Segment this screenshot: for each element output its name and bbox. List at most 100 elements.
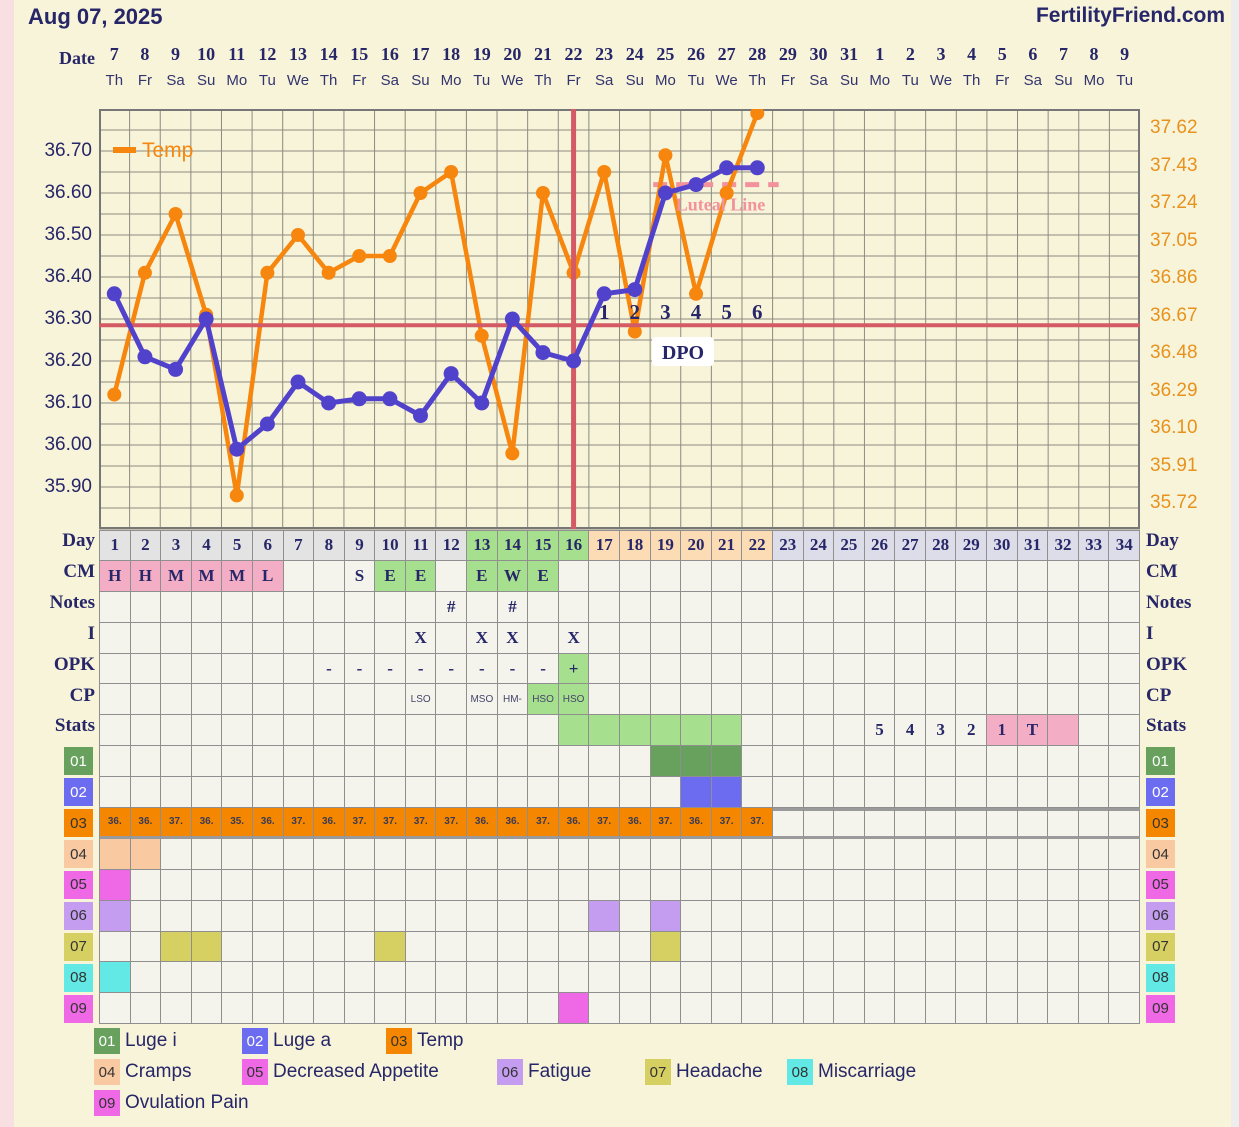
cell-07-day3[interactable] — [161, 931, 192, 963]
cell-04-day27[interactable] — [895, 838, 926, 870]
cell-stats-day11[interactable] — [405, 715, 437, 747]
cell-09-day4[interactable] — [191, 993, 223, 1025]
cell-i-day22[interactable] — [742, 622, 773, 654]
cell-03-day34[interactable] — [1109, 808, 1140, 839]
cell-cm-day2[interactable]: H — [130, 560, 162, 592]
cell-01-day19[interactable] — [650, 746, 682, 778]
cell-08-day31[interactable] — [1017, 962, 1049, 994]
cell-09-day3[interactable] — [161, 993, 192, 1025]
cell-04-day6[interactable] — [252, 838, 284, 870]
cell-08-day6[interactable] — [252, 962, 284, 994]
cell-04-day34[interactable] — [1109, 838, 1140, 870]
cell-cp-day2[interactable] — [130, 684, 162, 716]
cell-01-day9[interactable] — [344, 746, 376, 778]
cell-opk-day12[interactable]: - — [436, 653, 468, 685]
cell-09-day34[interactable] — [1109, 993, 1140, 1025]
cell-09-day17[interactable] — [589, 993, 620, 1025]
cell-09-day22[interactable] — [742, 993, 773, 1025]
cell-08-day3[interactable] — [161, 962, 192, 994]
cell-08-day10[interactable] — [375, 962, 406, 994]
cell-notes-day17[interactable] — [589, 591, 620, 623]
cell-opk-day17[interactable] — [589, 653, 620, 685]
cell-07-day23[interactable] — [772, 931, 804, 963]
cell-04-day15[interactable] — [528, 838, 559, 870]
cell-03-day21[interactable]: 37. — [711, 808, 743, 839]
site-logo-link[interactable]: FertilityFriend.com — [1035, 4, 1225, 27]
cell-05-day25[interactable] — [834, 869, 865, 901]
cell-cm-day26[interactable] — [864, 560, 896, 592]
cell-03-day20[interactable]: 36. — [681, 808, 712, 839]
cell-notes-day15[interactable] — [528, 591, 559, 623]
cell-09-day31[interactable] — [1017, 993, 1049, 1025]
cell-stats-day10[interactable] — [375, 715, 406, 747]
cell-day-day5[interactable]: 5 — [222, 531, 253, 561]
cell-notes-day33[interactable] — [1078, 591, 1110, 623]
cell-02-day28[interactable] — [925, 777, 957, 809]
cell-06-day27[interactable] — [895, 900, 926, 932]
cell-08-day12[interactable] — [436, 962, 468, 994]
cell-cp-day8[interactable] — [314, 684, 345, 716]
cell-day-day10[interactable]: 10 — [375, 531, 406, 561]
cell-notes-day25[interactable] — [834, 591, 865, 623]
cell-cp-day6[interactable] — [252, 684, 284, 716]
cell-notes-day7[interactable] — [283, 591, 315, 623]
cell-09-day25[interactable] — [834, 993, 865, 1025]
cell-06-day1[interactable] — [100, 900, 131, 932]
cell-day-day32[interactable]: 32 — [1048, 531, 1079, 561]
cell-01-day25[interactable] — [834, 746, 865, 778]
cell-notes-day32[interactable] — [1048, 591, 1079, 623]
cell-cm-day10[interactable]: E — [375, 560, 406, 592]
cell-opk-day15[interactable]: - — [528, 653, 559, 685]
cell-day-day33[interactable]: 33 — [1078, 531, 1110, 561]
cell-09-day13[interactable] — [467, 993, 498, 1025]
cell-notes-day31[interactable] — [1017, 591, 1049, 623]
cell-06-day25[interactable] — [834, 900, 865, 932]
cell-09-day11[interactable] — [405, 993, 437, 1025]
cell-06-day26[interactable] — [864, 900, 896, 932]
cell-03-day3[interactable]: 37. — [161, 808, 192, 839]
cell-03-day9[interactable]: 37. — [344, 808, 376, 839]
cell-notes-day18[interactable] — [620, 591, 651, 623]
cell-03-day6[interactable]: 36. — [252, 808, 284, 839]
cell-01-day32[interactable] — [1048, 746, 1079, 778]
cell-cm-day30[interactable] — [987, 560, 1018, 592]
cell-cm-day21[interactable] — [711, 560, 743, 592]
cell-04-day3[interactable] — [161, 838, 192, 870]
cell-cp-day15[interactable]: HSO — [528, 684, 559, 716]
cell-09-day8[interactable] — [314, 993, 345, 1025]
cell-06-day5[interactable] — [222, 900, 253, 932]
cell-opk-day4[interactable] — [191, 653, 223, 685]
cell-01-day6[interactable] — [252, 746, 284, 778]
cell-cp-day19[interactable] — [650, 684, 682, 716]
cell-07-day13[interactable] — [467, 931, 498, 963]
cell-01-day28[interactable] — [925, 746, 957, 778]
cell-03-day13[interactable]: 36. — [467, 808, 498, 839]
cell-cm-day28[interactable] — [925, 560, 957, 592]
cell-day-day30[interactable]: 30 — [987, 531, 1018, 561]
cell-08-day32[interactable] — [1048, 962, 1079, 994]
cell-07-day5[interactable] — [222, 931, 253, 963]
cell-02-day16[interactable] — [558, 777, 590, 809]
cell-02-day19[interactable] — [650, 777, 682, 809]
cell-09-day32[interactable] — [1048, 993, 1079, 1025]
cell-notes-day5[interactable] — [222, 591, 253, 623]
cell-02-day33[interactable] — [1078, 777, 1110, 809]
cell-cm-day33[interactable] — [1078, 560, 1110, 592]
cell-opk-day9[interactable]: - — [344, 653, 376, 685]
cell-i-day29[interactable] — [956, 622, 988, 654]
cell-05-day5[interactable] — [222, 869, 253, 901]
cell-04-day20[interactable] — [681, 838, 712, 870]
cell-stats-day8[interactable] — [314, 715, 345, 747]
cell-notes-day22[interactable] — [742, 591, 773, 623]
cell-cm-day32[interactable] — [1048, 560, 1079, 592]
cell-08-day11[interactable] — [405, 962, 437, 994]
cell-cp-day12[interactable] — [436, 684, 468, 716]
cell-04-day18[interactable] — [620, 838, 651, 870]
cell-i-day21[interactable] — [711, 622, 743, 654]
cell-04-day31[interactable] — [1017, 838, 1049, 870]
cell-06-day8[interactable] — [314, 900, 345, 932]
cell-04-day8[interactable] — [314, 838, 345, 870]
cell-01-day26[interactable] — [864, 746, 896, 778]
cell-08-day18[interactable] — [620, 962, 651, 994]
cell-day-day26[interactable]: 26 — [864, 531, 896, 561]
